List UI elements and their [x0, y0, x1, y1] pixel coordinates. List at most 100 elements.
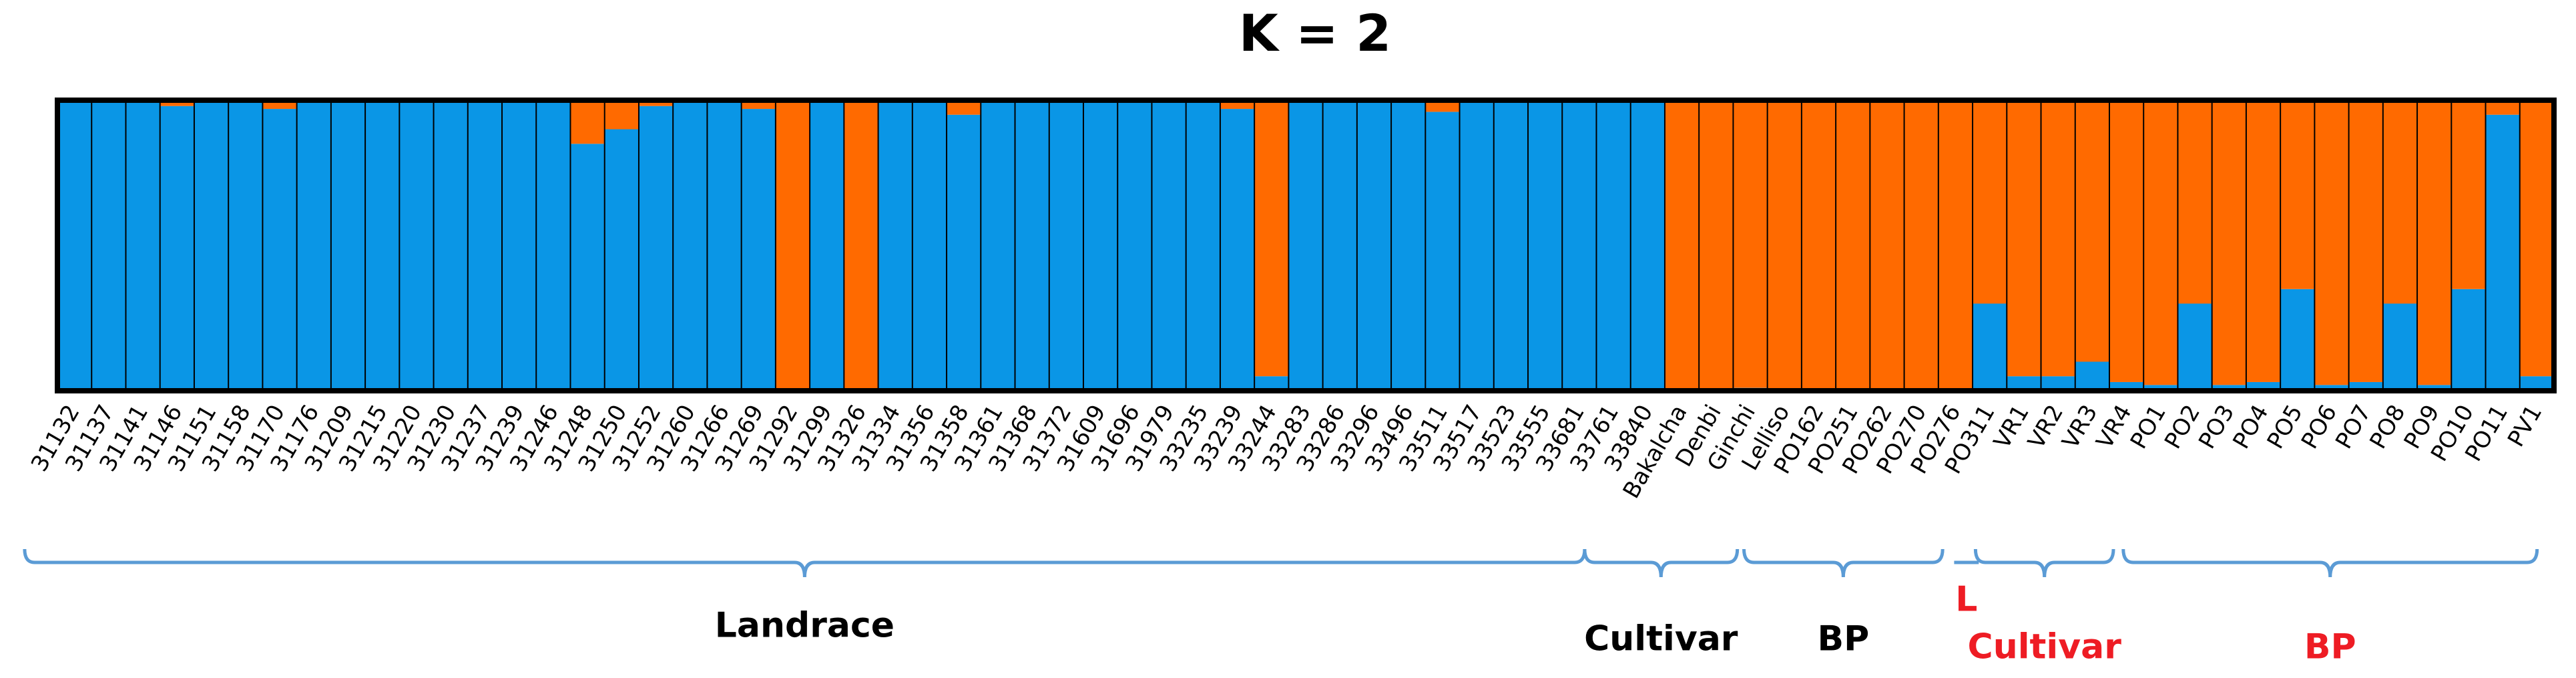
bar-segment — [638, 106, 674, 391]
bar-segment — [1186, 100, 1221, 391]
bar-segment — [2485, 100, 2521, 115]
bar-segment — [947, 114, 981, 391]
bar-segment — [1254, 100, 1289, 377]
bar-segment — [2041, 376, 2076, 391]
bar-segment — [2485, 114, 2521, 391]
group-bracket — [2121, 548, 2539, 578]
bar-segment — [262, 109, 298, 391]
x-tick-label: PV1 — [2503, 400, 2547, 452]
x-tick-label: PO4 — [2228, 400, 2274, 454]
bar-segment — [1391, 100, 1426, 391]
group-bracket — [23, 548, 1587, 578]
group-label: BP — [2304, 627, 2356, 667]
bar-segment — [2451, 100, 2487, 289]
x-tick-label: VR3 — [2057, 400, 2103, 453]
plot-frame — [55, 98, 2557, 393]
bar-segment — [1973, 100, 2007, 304]
bar-segment — [2143, 100, 2178, 385]
bar-segment — [2314, 385, 2350, 391]
x-tick-label: PO5 — [2262, 400, 2308, 454]
bar-segment — [2417, 100, 2452, 385]
bar-segment — [638, 100, 674, 106]
x-tick-label: VR2 — [2023, 400, 2069, 453]
bar-segment — [2109, 100, 2144, 382]
bar-segment — [2212, 100, 2247, 385]
bar-segment — [1151, 100, 1187, 391]
bar-segment — [194, 100, 229, 391]
bar-segment — [2451, 289, 2487, 391]
bar-segment — [2007, 376, 2042, 391]
bar-segment — [1973, 303, 2007, 391]
bar-segment — [2143, 385, 2178, 391]
group-label: BP — [1817, 619, 1869, 659]
bar-segment — [570, 100, 605, 144]
bar-segment — [1904, 100, 1939, 391]
bar-segment — [1220, 109, 1255, 391]
bar-segment — [57, 100, 92, 391]
group-label: Cultivar — [1968, 627, 2122, 667]
x-tick-label: PO1 — [2125, 400, 2171, 454]
bar-segment — [1699, 100, 1734, 391]
x-tick-label: VR4 — [2091, 400, 2137, 453]
bar-segment — [1254, 376, 1289, 391]
bar-segment — [296, 100, 332, 391]
bar-segment — [433, 100, 469, 391]
bar-segment — [2519, 376, 2555, 391]
bar-segment — [1528, 100, 1563, 391]
bar-segment — [467, 100, 503, 391]
bar-segment — [741, 109, 776, 391]
bar-segment — [536, 100, 571, 391]
bar-segment — [2177, 303, 2213, 391]
bar-segment — [1015, 100, 1050, 391]
bar-segment — [1836, 100, 1870, 391]
bar-segment — [2314, 100, 2350, 385]
bar-segment — [2519, 100, 2555, 377]
group-bracket — [1583, 548, 1740, 578]
x-tick-label: PO8 — [2364, 400, 2410, 454]
bar-segment — [844, 100, 879, 391]
bar-segment — [1322, 100, 1358, 391]
bar-segment — [2075, 100, 2110, 362]
bar-segment — [604, 129, 639, 391]
bar-segment — [1870, 100, 1905, 391]
bar-segment — [365, 100, 400, 391]
bar-segment — [399, 100, 435, 391]
bar-segment — [878, 100, 913, 391]
x-tick-label: PO6 — [2296, 400, 2342, 454]
bar-segment — [160, 100, 195, 106]
bar-segment — [502, 100, 537, 391]
bar-segment — [810, 100, 844, 391]
bar-segment — [1493, 100, 1529, 391]
x-tick-label: VR1 — [1989, 400, 2035, 453]
x-tick-label: PO3 — [2194, 400, 2240, 454]
bar-segment — [604, 100, 639, 130]
bar-segment — [2075, 361, 2110, 391]
bar-segment — [947, 100, 981, 115]
bar-segment — [2382, 100, 2418, 304]
x-tick-label: PO2 — [2159, 400, 2206, 454]
bar-segment — [1083, 100, 1118, 391]
bar-segment — [1425, 100, 1461, 112]
bar-segment — [1288, 100, 1324, 391]
group-bracket — [1973, 548, 2115, 578]
bar-segment — [1801, 100, 1836, 391]
bar-segment — [1356, 100, 1392, 391]
bar-segment — [2280, 289, 2315, 391]
bar-segment — [160, 106, 195, 391]
bar-segment — [775, 100, 810, 391]
bar-segment — [2212, 385, 2247, 391]
bar-segment — [1630, 100, 1665, 391]
bar-segment — [2348, 100, 2384, 382]
x-tick-label: PO7 — [2330, 400, 2376, 454]
bar-segment — [2417, 385, 2452, 391]
bar-segment — [1767, 100, 1802, 391]
group-bracket — [1742, 548, 1945, 578]
bar-segment — [125, 100, 161, 391]
bar-segment — [1938, 100, 1973, 391]
bar-segment — [2177, 100, 2213, 304]
bar-segment — [707, 100, 742, 391]
bar-segment — [1664, 100, 1700, 391]
group-label: L — [1955, 579, 1977, 619]
group-label: Cultivar — [1584, 619, 1738, 659]
